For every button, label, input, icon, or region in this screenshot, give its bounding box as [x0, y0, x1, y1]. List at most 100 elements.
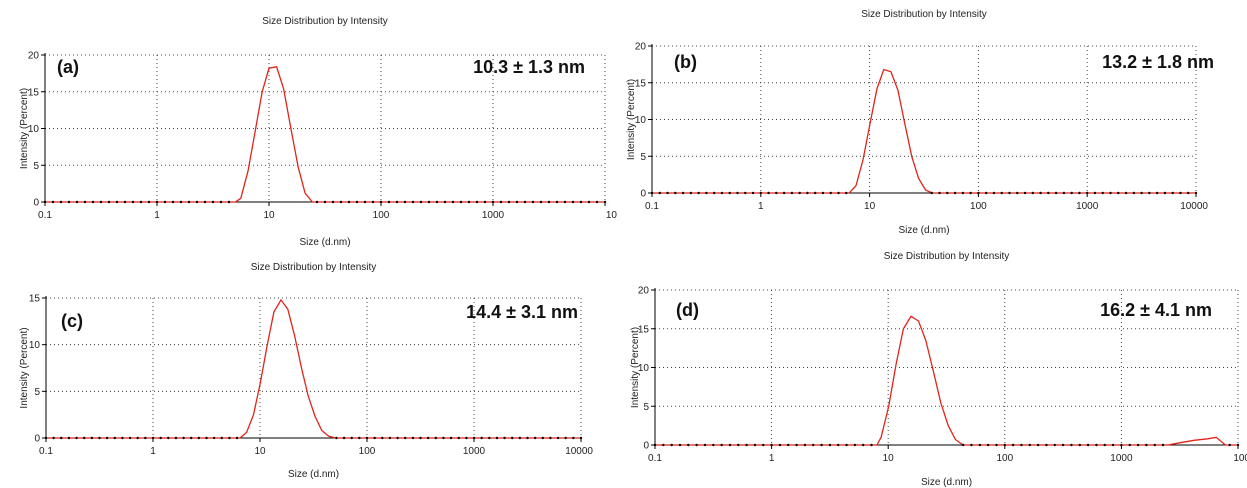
- data-point: [1036, 443, 1040, 447]
- data-point: [556, 436, 560, 440]
- data-point: [705, 191, 708, 195]
- data-point: [511, 436, 514, 440]
- data-point: [451, 200, 455, 204]
- data-point: [60, 436, 63, 440]
- data-point: [388, 436, 392, 440]
- data-point: [59, 200, 63, 204]
- data-point: [1070, 443, 1073, 447]
- y-tick-label: 10: [29, 340, 41, 351]
- data-point: [946, 191, 949, 195]
- panel-label: (b): [674, 52, 697, 72]
- data-point: [712, 443, 715, 447]
- x-tick-label: 0.1: [648, 453, 662, 464]
- data-point: [203, 200, 207, 204]
- data-point: [1148, 191, 1151, 195]
- y-tick-label: 0: [640, 189, 646, 200]
- x-tick-label: 10000: [565, 446, 593, 457]
- data-point: [212, 436, 216, 440]
- data-point: [228, 436, 231, 440]
- size-annotation: 13.2 ± 1.8 nm: [1102, 52, 1214, 72]
- data-point: [1161, 443, 1165, 447]
- data-point: [541, 436, 544, 440]
- data-point: [1045, 443, 1048, 447]
- data-point: [1153, 443, 1156, 447]
- y-tick-label: 15: [29, 294, 41, 305]
- data-point: [495, 436, 499, 440]
- data-point: [712, 191, 716, 195]
- data-point: [131, 200, 135, 204]
- data-point: [419, 200, 423, 204]
- data-point: [467, 200, 471, 204]
- data-point: [442, 436, 445, 440]
- panel-label: (a): [57, 57, 79, 77]
- data-point: [1145, 443, 1148, 447]
- data-point: [350, 436, 353, 440]
- data-point: [315, 200, 319, 204]
- data-point: [379, 200, 383, 204]
- data-point: [411, 436, 415, 440]
- y-axis-label: Intensity (Percent): [19, 88, 30, 169]
- data-point: [845, 191, 848, 195]
- data-point: [91, 200, 95, 204]
- data-point: [187, 200, 191, 204]
- data-point: [969, 191, 972, 195]
- data-point: [123, 200, 127, 204]
- y-tick-label: 15: [638, 324, 650, 335]
- x-tick-label: 10: [606, 210, 618, 221]
- data-point: [227, 200, 231, 204]
- data-point: [90, 436, 94, 440]
- data-point: [770, 443, 773, 447]
- data-point: [323, 200, 327, 204]
- chart-panel-d: Size Distribution by Intensity 0 5 10 15 20 0.…: [630, 251, 1247, 488]
- x-tick-label: 0.1: [39, 446, 53, 457]
- chart-title: Size Distribution by Intensity: [251, 262, 377, 273]
- data-point: [837, 191, 840, 195]
- data-point: [736, 191, 739, 195]
- x-axis-label: Size (d.nm): [921, 477, 972, 488]
- data-point: [331, 200, 335, 204]
- data-point: [531, 200, 535, 204]
- data-point: [365, 436, 369, 440]
- y-tick-label: 15: [635, 78, 647, 89]
- chart-title: Size Distribution by Intensity: [884, 251, 1010, 262]
- y-axis-label: Intensity (Percent): [626, 79, 637, 160]
- data-point: [459, 200, 463, 204]
- data-point: [190, 436, 193, 440]
- data-point: [795, 443, 798, 447]
- data-point: [653, 443, 657, 447]
- data-point: [720, 191, 724, 195]
- data-point: [1061, 443, 1065, 447]
- data-point: [75, 200, 79, 204]
- data-point: [1047, 191, 1050, 195]
- data-point: [845, 443, 848, 447]
- data-point: [579, 200, 583, 204]
- data-point: [995, 443, 998, 447]
- data-point: [539, 200, 543, 204]
- data-point: [579, 436, 583, 440]
- y-tick-label: 20: [635, 42, 647, 53]
- y-tick-label: 20: [638, 286, 650, 297]
- data-point: [762, 443, 765, 447]
- data-point: [798, 191, 801, 195]
- data-point: [387, 200, 391, 204]
- data-point: [235, 436, 239, 440]
- data-point: [1228, 443, 1231, 447]
- data-point: [98, 436, 101, 440]
- data-point: [828, 443, 832, 447]
- data-point: [812, 443, 815, 447]
- data-point: [335, 436, 338, 440]
- x-axis-label: Size (d.nm): [898, 225, 949, 236]
- data-point: [870, 443, 873, 447]
- data-point: [1031, 191, 1034, 195]
- data-point: [1155, 191, 1159, 195]
- data-point: [159, 436, 162, 440]
- y-tick-label: 5: [640, 152, 646, 163]
- x-axis-label: Size (d.nm): [288, 469, 339, 480]
- data-point: [51, 200, 55, 204]
- data-point: [518, 436, 522, 440]
- data-point: [197, 436, 201, 440]
- data-point: [475, 200, 479, 204]
- data-point: [155, 200, 159, 204]
- data-point: [147, 200, 151, 204]
- data-point: [984, 191, 988, 195]
